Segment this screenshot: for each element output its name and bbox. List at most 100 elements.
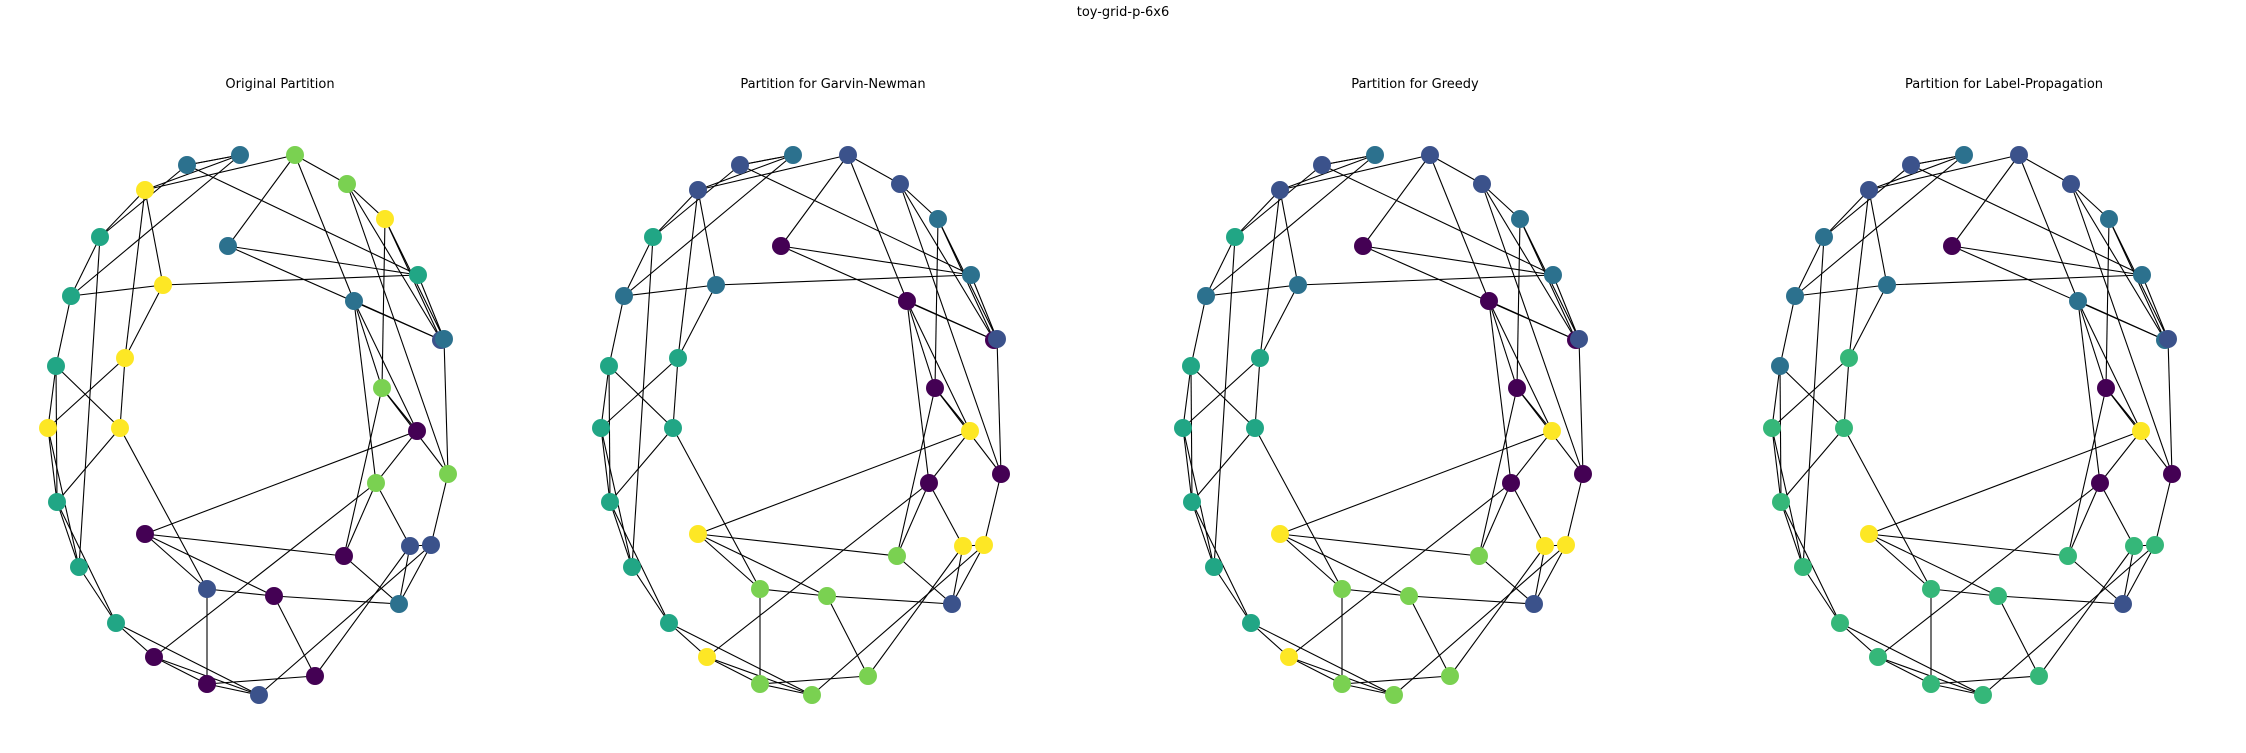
graph-edge — [624, 155, 793, 296]
graph-edge — [1553, 275, 1579, 339]
graph-node — [601, 493, 619, 511]
graph-node — [784, 146, 802, 164]
graph-node — [390, 595, 408, 613]
graph-edge — [1869, 534, 2068, 556]
graph-node — [962, 266, 980, 284]
graph-node — [1860, 181, 1878, 199]
graph-edge — [1251, 623, 1394, 695]
graph-edge — [1280, 534, 1479, 556]
graph-node — [592, 419, 610, 437]
graph-node — [943, 595, 961, 613]
graph-edge — [71, 285, 163, 296]
graph-node — [926, 379, 944, 397]
graph-node — [145, 648, 163, 666]
graph-edge — [1579, 339, 1583, 474]
graph-edge — [145, 534, 207, 589]
graph-edge — [1255, 358, 1260, 428]
graph-edge — [1489, 301, 1517, 388]
graph-node — [1763, 419, 1781, 437]
graph-edge — [1772, 428, 1781, 502]
graph-edge — [1192, 428, 1255, 502]
graph-node — [891, 175, 909, 193]
graph-edge — [1489, 301, 1552, 431]
graph-edge — [632, 567, 669, 623]
graph-node — [1831, 614, 1849, 632]
graph-edge — [376, 483, 410, 546]
graph-node — [1511, 210, 1529, 228]
graph-edge — [1781, 428, 1844, 502]
graph-node — [2159, 330, 2177, 348]
graph-edge — [71, 237, 100, 296]
graph-edge — [71, 155, 240, 296]
graph-node — [1289, 276, 1307, 294]
graph-node — [888, 547, 906, 565]
graph-node — [408, 422, 426, 440]
graph-edge — [1183, 428, 1192, 502]
graph-node — [1525, 595, 1543, 613]
graph-edge — [344, 388, 382, 556]
graph-node — [70, 558, 88, 576]
graph-edge — [1183, 366, 1191, 428]
graph-node — [1441, 667, 1459, 685]
graph-edge — [1795, 237, 1824, 296]
graph-edge — [1878, 483, 2100, 657]
graph-node — [1557, 536, 1575, 554]
graph-edge — [2068, 483, 2100, 556]
graph-node — [2132, 422, 2150, 440]
graph-node — [689, 181, 707, 199]
graph-node — [1470, 547, 1488, 565]
graph-edge — [120, 428, 207, 589]
graph-node — [136, 525, 154, 543]
graph-node — [1421, 146, 1439, 164]
graph-edge — [207, 589, 274, 596]
graph-node — [623, 558, 641, 576]
graph-node — [1989, 587, 2007, 605]
graph-edge — [1394, 545, 1566, 695]
graph-node — [859, 667, 877, 685]
graph-edge — [1849, 190, 1869, 358]
graph-edge — [698, 190, 716, 285]
graph-edge — [601, 366, 609, 428]
graph-edge — [344, 483, 376, 556]
graph-node — [975, 536, 993, 554]
graph-edge — [827, 596, 952, 604]
graph-node — [1772, 493, 1790, 511]
graph-node — [47, 357, 65, 375]
graph-edge — [354, 301, 417, 431]
graph-node — [373, 379, 391, 397]
graph-edge — [897, 483, 929, 556]
graph-edge — [929, 483, 963, 546]
graph-node — [731, 156, 749, 174]
graph-node — [1943, 237, 1961, 255]
graph-edge — [57, 428, 120, 502]
graph-node — [198, 580, 216, 598]
graph-node — [600, 357, 618, 375]
graph-edge — [1192, 502, 1214, 567]
nodes — [1763, 146, 2181, 704]
graph-node — [1242, 614, 1260, 632]
graph-node — [1313, 156, 1331, 174]
graph-edge — [1206, 285, 1298, 296]
graph-node — [1508, 379, 1526, 397]
graph-edge — [1772, 366, 1780, 428]
graph-node — [1480, 292, 1498, 310]
graph-node — [265, 587, 283, 605]
graph-node — [250, 686, 268, 704]
graph-node — [154, 276, 172, 294]
graph-edge — [1780, 296, 1795, 366]
graph-original-partition — [0, 0, 560, 753]
graph-edge — [760, 589, 827, 596]
graph-edge — [274, 596, 399, 604]
graph-node — [1878, 276, 1896, 294]
graph-node — [178, 156, 196, 174]
graph-edge — [1479, 388, 1517, 556]
graph-edge — [653, 190, 698, 237]
graph-node — [898, 292, 916, 310]
graph-edge — [1840, 623, 1983, 695]
graph-edge — [900, 184, 1001, 474]
graph-edge — [1280, 534, 1342, 589]
graph-node — [136, 181, 154, 199]
graph-edge — [1235, 190, 1280, 237]
graph-node — [1955, 146, 1973, 164]
graph-node — [2125, 537, 2143, 555]
